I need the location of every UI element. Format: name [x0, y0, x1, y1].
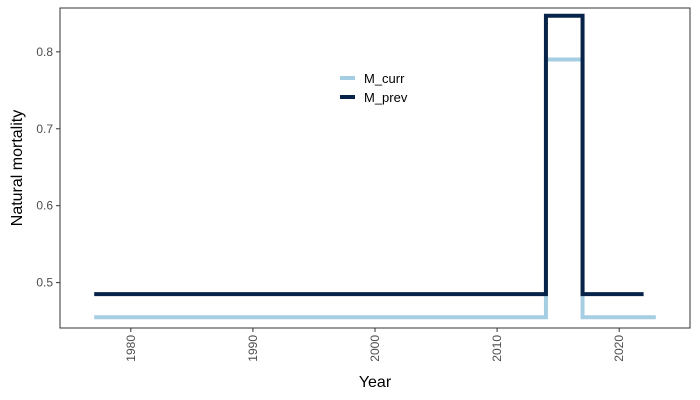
x-tick-label: 1980: [124, 335, 138, 362]
axis-layer: 0.5 0.6 0.7 0.8 1980 1990 2000 2010 2020: [36, 45, 626, 362]
x-tick-label: 1990: [246, 335, 260, 362]
y-tick-label: 0.8: [36, 45, 53, 59]
y-tick-label: 0.6: [36, 199, 53, 213]
series-line-m-prev: [94, 13, 644, 297]
plot-panel: [59, 7, 691, 329]
x-tick-label: 2020: [612, 335, 626, 362]
series-layer: [94, 13, 656, 320]
legend: M_curr M_prev: [340, 71, 408, 105]
y-tick-label: 0.7: [36, 122, 53, 136]
legend-label: M_prev: [364, 90, 408, 105]
series-line-m-curr: [94, 57, 656, 320]
legend-label: M_curr: [364, 71, 405, 86]
y-tick-label: 0.5: [36, 276, 53, 290]
x-tick-label: 2010: [490, 335, 504, 362]
x-axis-title: Year: [359, 374, 392, 391]
x-tick-label: 2000: [368, 335, 382, 362]
y-axis-title: Natural mortality: [9, 110, 26, 226]
